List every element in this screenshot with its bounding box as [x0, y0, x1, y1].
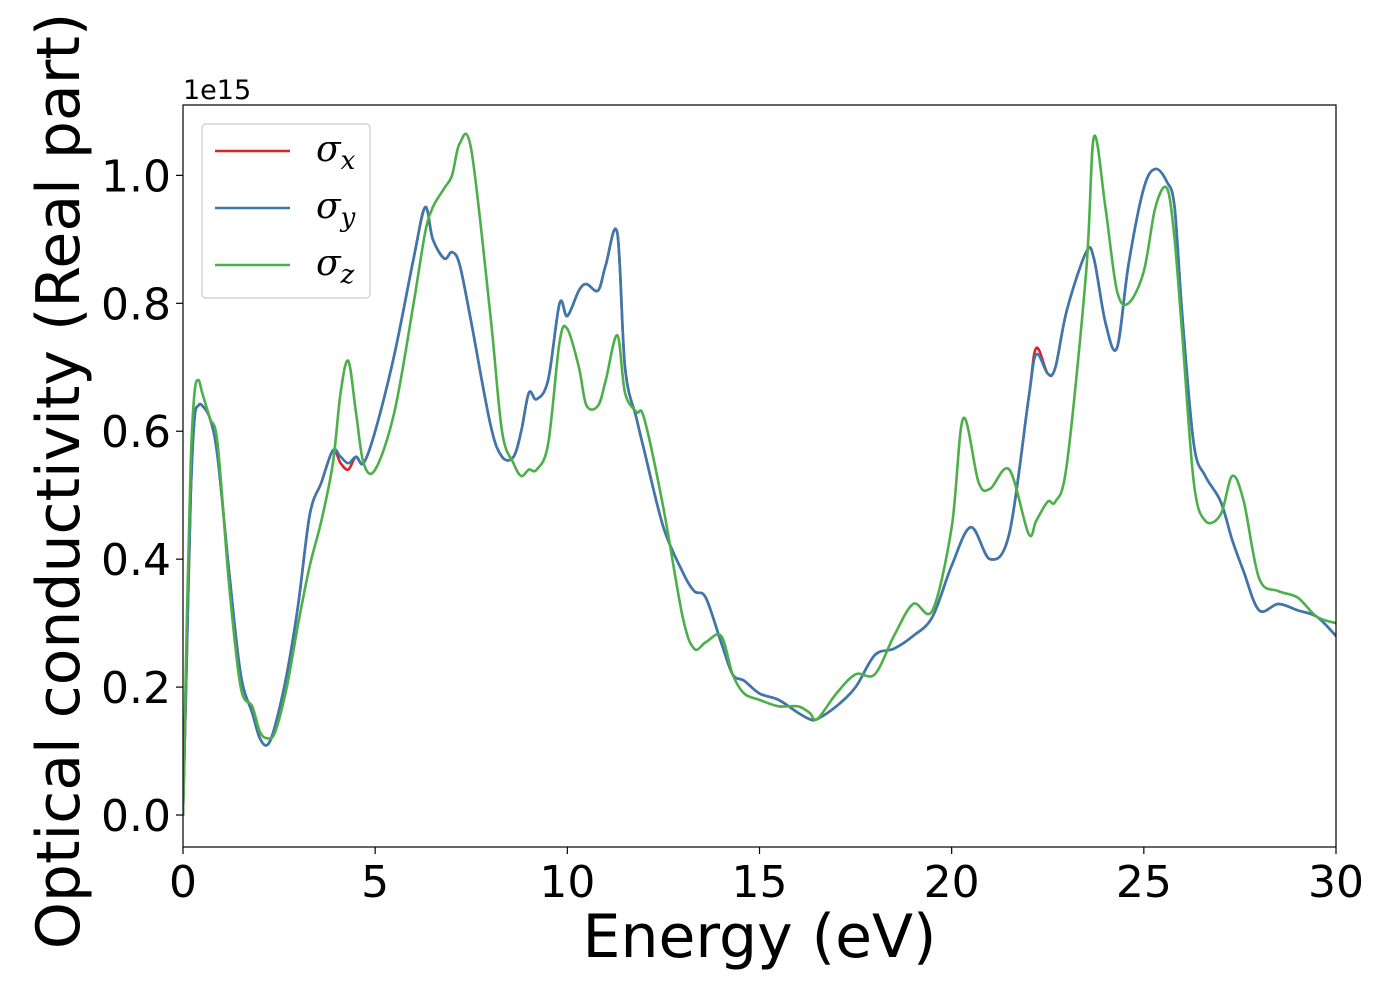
- x-tick-label: 10: [539, 857, 595, 908]
- x-tick-label: 0: [169, 857, 197, 908]
- y-tick-label: 0.0: [101, 791, 171, 842]
- y-tick-label: 0.2: [101, 663, 171, 714]
- legend: σx σy σz: [201, 123, 371, 299]
- legend-label-z: σz: [316, 243, 355, 290]
- x-tick-label: 15: [732, 857, 788, 908]
- series-line-z: [183, 132, 1336, 817]
- y-tick-label: 0.4: [101, 535, 171, 586]
- legend-label-y: σy: [316, 186, 356, 233]
- data-lines: [183, 132, 1336, 817]
- y-tick-label: 0.8: [101, 279, 171, 330]
- y-tick-label: 0.6: [101, 407, 171, 458]
- x-tick-label: 25: [1116, 857, 1172, 908]
- legend-label-x: σx: [316, 129, 356, 176]
- x-tick-label: 20: [924, 857, 980, 908]
- axis-ticks: 0 5 10 15 20 25 30 0.0 0.2 0.4 0.6 0.8 1.0: [101, 151, 1364, 908]
- legend-box: [201, 123, 371, 299]
- y-axis-offset-label: 1e15: [183, 75, 251, 106]
- y-axis-label: Optical conductivity (Real part): [24, 13, 94, 950]
- y-tick-label: 1.0: [101, 151, 171, 202]
- x-tick-label: 30: [1308, 857, 1364, 908]
- x-tick-label: 5: [361, 857, 389, 908]
- x-axis-label: Energy (eV): [583, 902, 937, 972]
